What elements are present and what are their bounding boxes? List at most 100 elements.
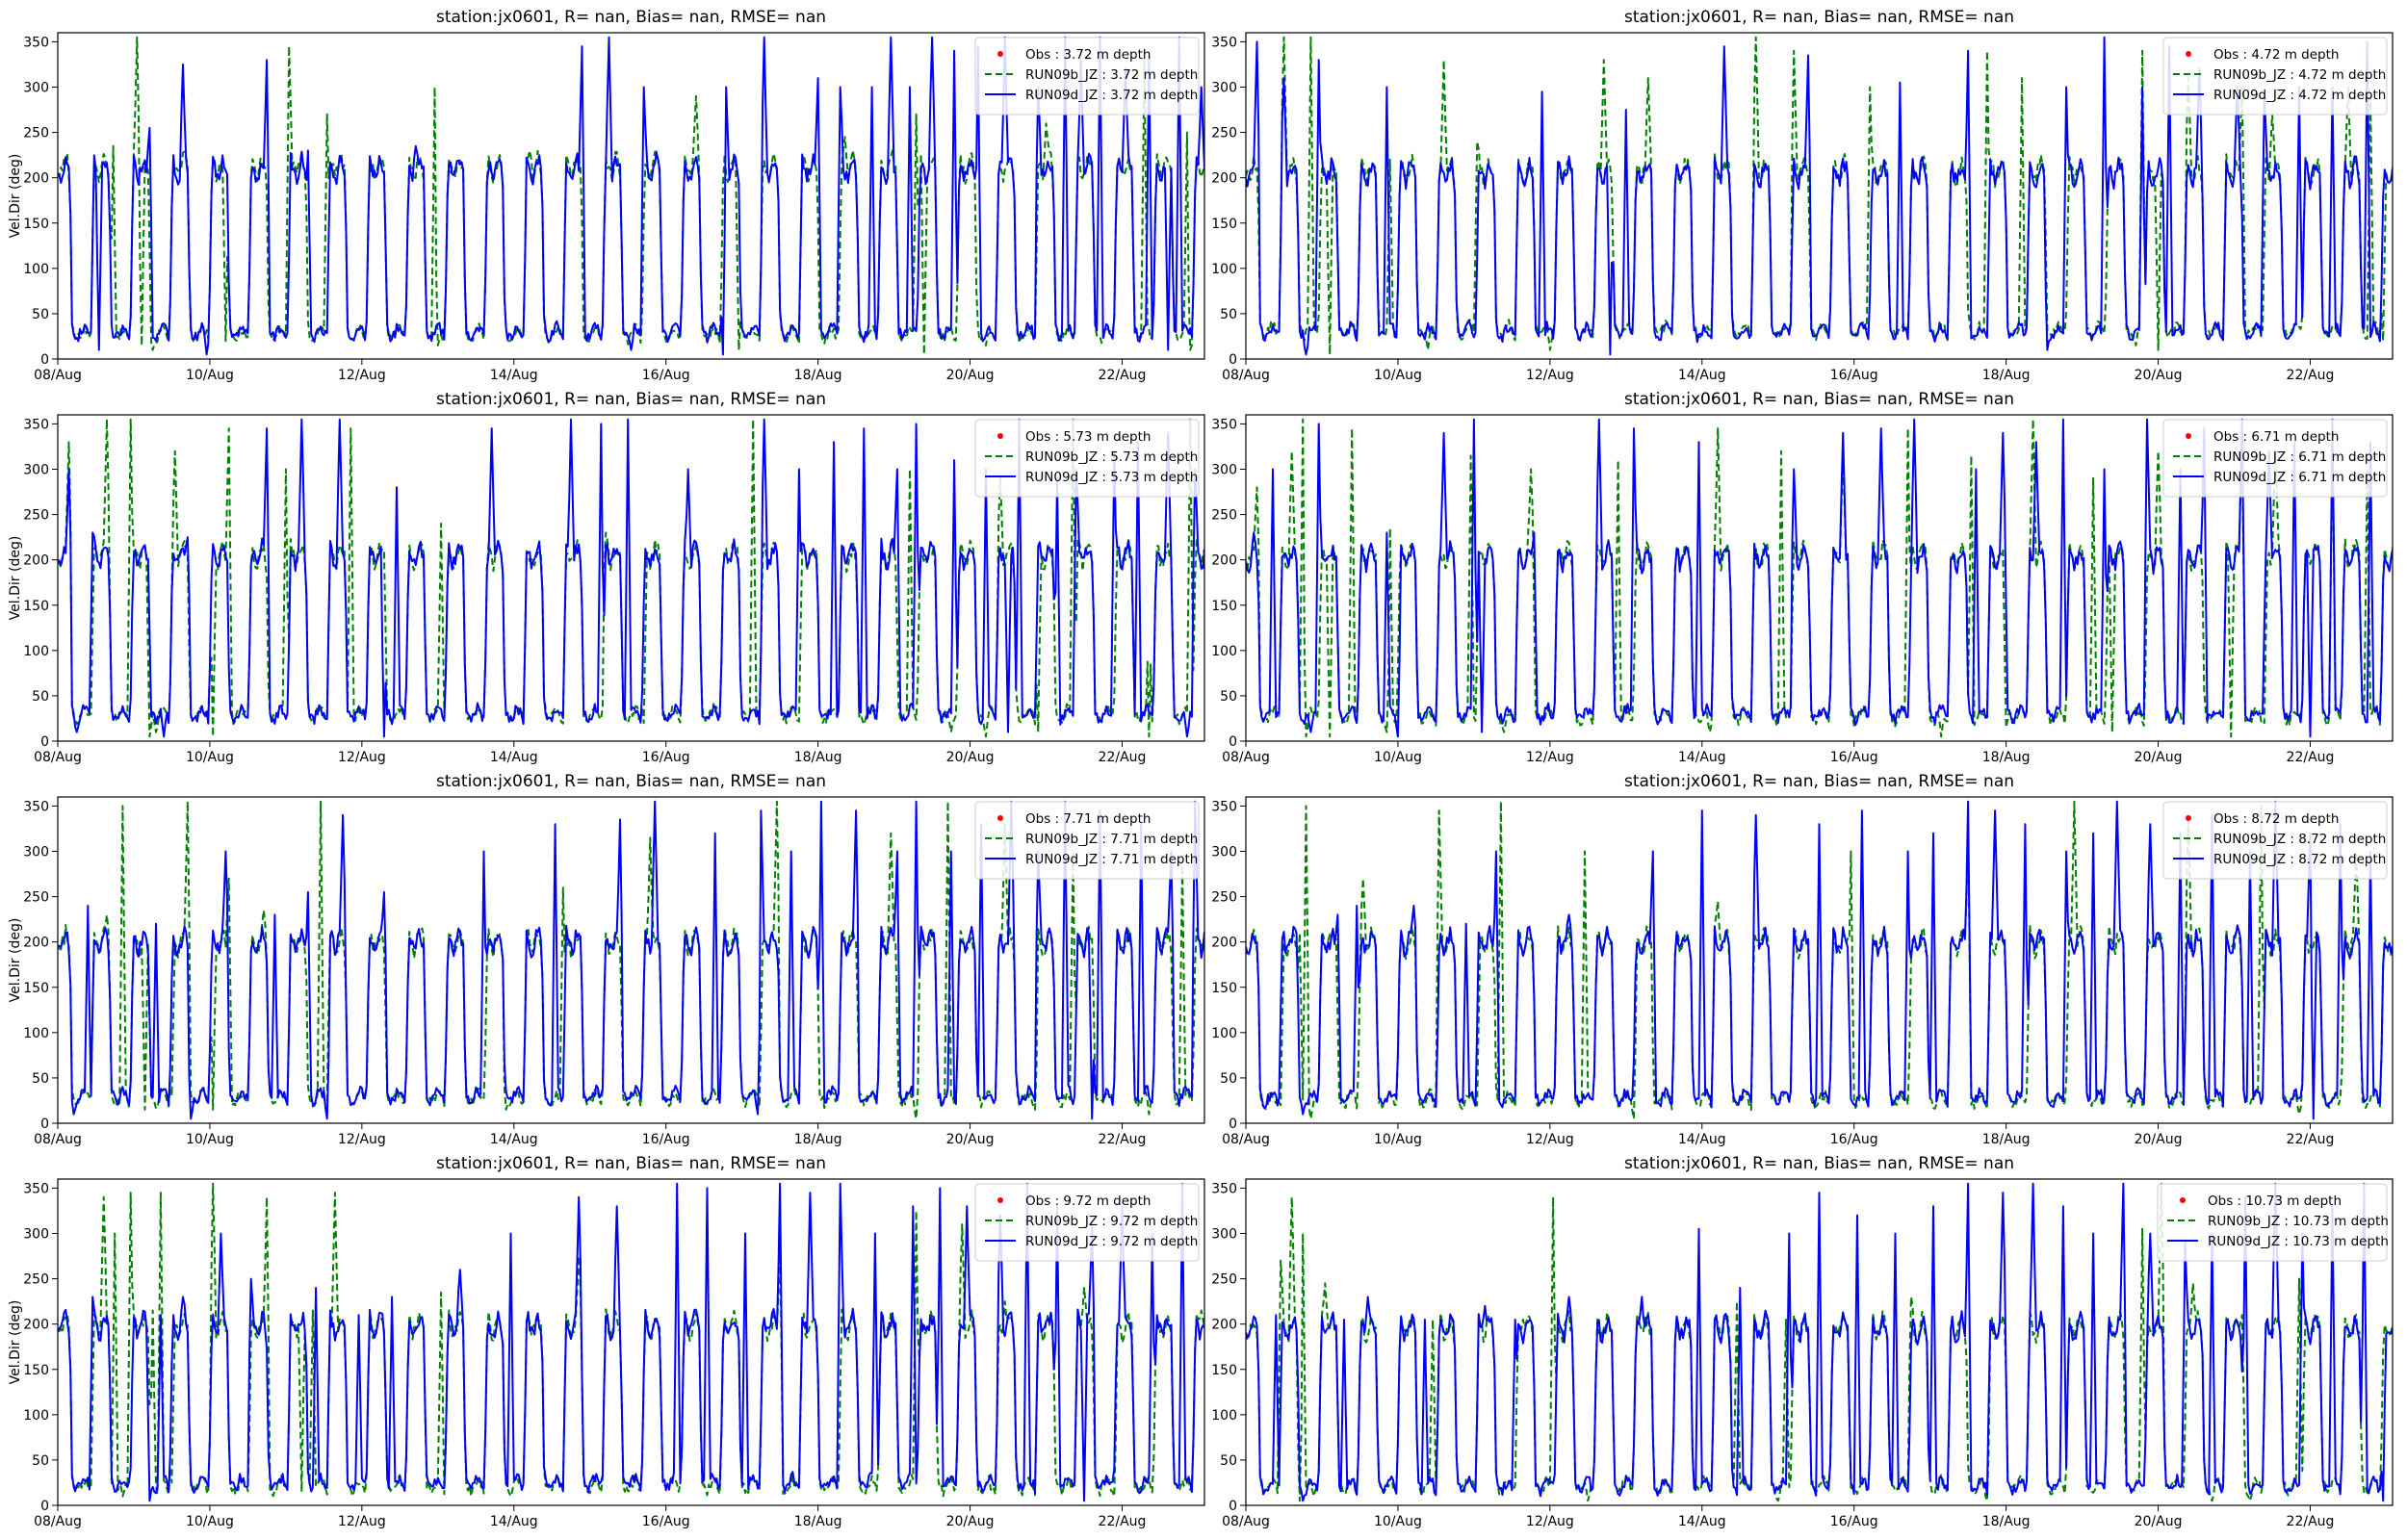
x-tick-label: 20/Aug: [2135, 1514, 2183, 1529]
subplot-1: station:jx0601, R= nan, Bias= nan, RMSE=…: [8, 8, 1205, 383]
y-tick-label: 50: [1220, 1071, 1237, 1087]
legend-item-run09d: RUN09d_JZ : 9.72 m depth: [1025, 1234, 1198, 1249]
legend-box: [974, 37, 1200, 116]
y-tick-label: 100: [23, 1408, 49, 1424]
y-tick-label: 300: [1211, 81, 1237, 96]
axes-frame: [57, 414, 1205, 742]
y-tick-label: 100: [23, 262, 49, 277]
x-tick-label: 14/Aug: [1678, 1132, 1726, 1147]
y-tick-label: 150: [1211, 1363, 1237, 1378]
x-tick-label: 16/Aug: [1830, 368, 1878, 383]
y-tick-label: 300: [23, 1227, 49, 1243]
x-tick-label: 16/Aug: [642, 368, 690, 383]
y-tick-label: 350: [23, 35, 49, 50]
legend: Obs : 9.72 m depth RUN09b_JZ : 9.72 m dep…: [974, 1183, 1200, 1262]
x-tick-label: 14/Aug: [490, 368, 538, 383]
x-tick-label: 10/Aug: [186, 1132, 234, 1147]
y-tick-label: 250: [1211, 508, 1237, 524]
legend: Obs : 8.72 m depth RUN09b_JZ : 8.72 m dep…: [2162, 801, 2388, 880]
axes-frame: [1245, 414, 2394, 742]
x-tick-label: 16/Aug: [1830, 1514, 1878, 1529]
legend-box: [2162, 419, 2388, 498]
x-tick-label: 22/Aug: [1099, 1514, 1147, 1529]
subplot-title: station:jx0601, R= nan, Bias= nan, RMSE=…: [436, 390, 826, 409]
series-line-run09d: [1246, 36, 2393, 356]
x-tick-label: 12/Aug: [338, 1132, 386, 1147]
series-line-run09d: [58, 1182, 1204, 1502]
legend: Obs : 7.71 m depth RUN09b_JZ : 7.71 m dep…: [974, 801, 1200, 880]
x-tick-label: 16/Aug: [1830, 1132, 1878, 1147]
x-tick-label: 16/Aug: [642, 1514, 690, 1529]
y-tick-label: 250: [1211, 1272, 1237, 1288]
y-tick-label: 50: [1220, 307, 1237, 322]
x-tick-label: 08/Aug: [34, 368, 82, 383]
legend-item-run09b: RUN09b_JZ : 4.72 m depth: [2213, 67, 2386, 83]
legend-item-run09d: RUN09d_JZ : 6.71 m depth: [2213, 470, 2386, 485]
x-tick-label: 12/Aug: [1526, 368, 1574, 383]
y-tick-label: 150: [1211, 981, 1237, 996]
y-tick-label: 0: [1229, 352, 1237, 368]
legend-item-run09d: RUN09d_JZ : 4.72 m depth: [2213, 88, 2386, 103]
x-tick-label: 10/Aug: [186, 1514, 234, 1529]
x-tick-label: 22/Aug: [2287, 368, 2335, 383]
y-tick-label: 300: [1211, 845, 1237, 860]
y-tick-label: 200: [1211, 936, 1237, 951]
x-tick-label: 18/Aug: [1982, 1514, 2031, 1529]
y-tick-label: 100: [23, 1026, 49, 1041]
subplot-3: station:jx0601, R= nan, Bias= nan, RMSE=…: [8, 390, 1205, 765]
y-tick-label: 50: [32, 1071, 49, 1087]
x-tick-label: 18/Aug: [1982, 1132, 2031, 1147]
x-tick-label: 18/Aug: [1982, 750, 2031, 765]
y-tick-label: 50: [32, 307, 49, 322]
y-tick-label: 200: [1211, 553, 1237, 569]
y-tick-label: 100: [1211, 1408, 1237, 1424]
axes-frame: [1245, 1178, 2394, 1506]
y-tick-label: 250: [23, 126, 49, 141]
y-tick-label: 200: [23, 171, 49, 187]
legend-box: [974, 419, 1200, 498]
y-tick-label: 50: [1220, 689, 1237, 705]
subplot-7: station:jx0601, R= nan, Bias= nan, RMSE=…: [8, 1154, 1205, 1529]
y-tick-label: 100: [23, 644, 49, 659]
x-tick-label: 22/Aug: [2287, 750, 2335, 765]
x-tick-label: 08/Aug: [1222, 1132, 1270, 1147]
series-line-run09d: [1246, 1182, 2393, 1502]
plot-area: [58, 800, 1204, 1120]
legend: Obs : 4.72 m depth RUN09b_JZ : 4.72 m dep…: [2162, 37, 2388, 116]
y-tick-label: 200: [1211, 1318, 1237, 1333]
legend-marker-obs: [997, 51, 1003, 57]
x-tick-label: 08/Aug: [1222, 1514, 1270, 1529]
plot-area: [1246, 418, 2393, 738]
legend-marker-obs: [2186, 51, 2191, 57]
x-tick-label: 22/Aug: [1099, 1132, 1147, 1147]
legend: Obs : 5.73 m depth RUN09b_JZ : 5.73 m dep…: [974, 419, 1200, 498]
y-tick-label: 200: [23, 1318, 49, 1333]
y-tick-label: 300: [23, 81, 49, 96]
x-tick-label: 18/Aug: [794, 750, 842, 765]
x-tick-label: 10/Aug: [1374, 368, 1422, 383]
x-tick-label: 08/Aug: [34, 750, 82, 765]
x-tick-label: 16/Aug: [642, 1132, 690, 1147]
axes-frame: [57, 796, 1205, 1124]
x-tick-label: 22/Aug: [2287, 1514, 2335, 1529]
legend: Obs : 10.73 m depth RUN09b_JZ : 10.73 m d…: [2157, 1183, 2389, 1262]
legend-item-obs: Obs : 7.71 m depth: [1025, 811, 1151, 827]
x-tick-label: 18/Aug: [794, 1132, 842, 1147]
y-tick-label: 0: [1229, 1499, 1237, 1514]
y-axis-label: Vel.Dir (deg): [8, 1300, 23, 1385]
x-tick-label: 10/Aug: [186, 368, 234, 383]
x-tick-label: 18/Aug: [794, 1514, 842, 1529]
legend-item-run09b: RUN09b_JZ : 8.72 m depth: [2213, 832, 2386, 847]
x-tick-label: 18/Aug: [794, 368, 842, 383]
series-line-run09d: [1246, 800, 2393, 1120]
series-line-run09d: [58, 418, 1204, 738]
x-tick-label: 10/Aug: [1374, 1514, 1422, 1529]
plot-area: [1246, 1182, 2393, 1502]
legend-item-obs: Obs : 10.73 m depth: [2208, 1194, 2342, 1209]
legend-item-obs: Obs : 9.72 m depth: [1025, 1194, 1151, 1209]
legend-item-run09d: RUN09d_JZ : 3.72 m depth: [1025, 88, 1198, 103]
x-tick-label: 20/Aug: [946, 368, 995, 383]
y-tick-label: 0: [1229, 734, 1237, 750]
plot-area: [58, 1182, 1204, 1502]
